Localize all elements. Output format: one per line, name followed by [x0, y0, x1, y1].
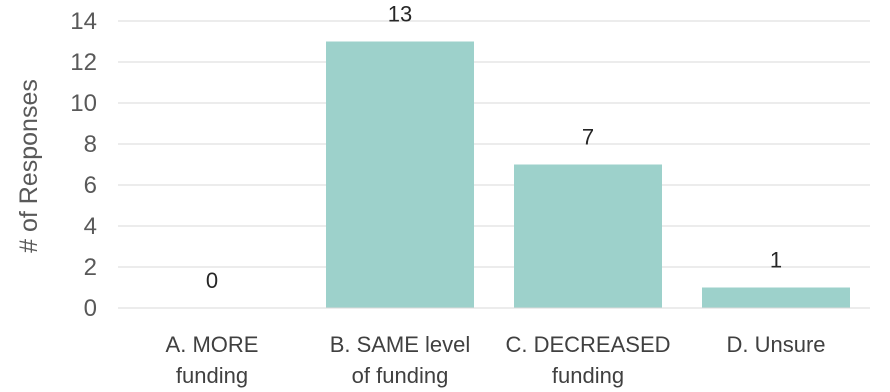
- x-category-label: D. Unsure: [726, 332, 825, 357]
- y-tick-label: 0: [84, 295, 97, 322]
- data-label: 1: [770, 248, 782, 273]
- y-axis-title: # of Responses: [15, 79, 43, 253]
- x-category-label: B. SAME level: [330, 332, 471, 357]
- data-labels: 0 13 7 1: [206, 2, 782, 294]
- y-axis-ticks: 0 2 4 6 8 10 12 14: [70, 8, 97, 322]
- y-tick-label: 12: [70, 49, 97, 76]
- y-tick-label: 4: [84, 213, 97, 240]
- x-category-label: A. MORE: [166, 332, 259, 357]
- y-tick-label: 6: [84, 172, 97, 199]
- x-category-label: funding: [176, 363, 248, 388]
- y-tick-label: 14: [70, 8, 97, 35]
- data-label: 7: [582, 125, 594, 150]
- x-category-label: of funding: [352, 363, 449, 388]
- bar: [514, 165, 662, 309]
- x-category-label: C. DECREASED: [505, 332, 670, 357]
- x-category-label: funding: [552, 363, 624, 388]
- x-axis-labels: A. MORE funding B. SAME level of funding C. …: [166, 332, 826, 388]
- data-label: 13: [388, 2, 412, 27]
- y-tick-label: 10: [70, 90, 97, 117]
- bar: [702, 288, 850, 309]
- y-tick-label: 8: [84, 131, 97, 158]
- gridlines: [118, 21, 870, 267]
- y-tick-label: 2: [84, 254, 97, 281]
- data-label: 0: [206, 268, 218, 293]
- bar: [326, 42, 474, 309]
